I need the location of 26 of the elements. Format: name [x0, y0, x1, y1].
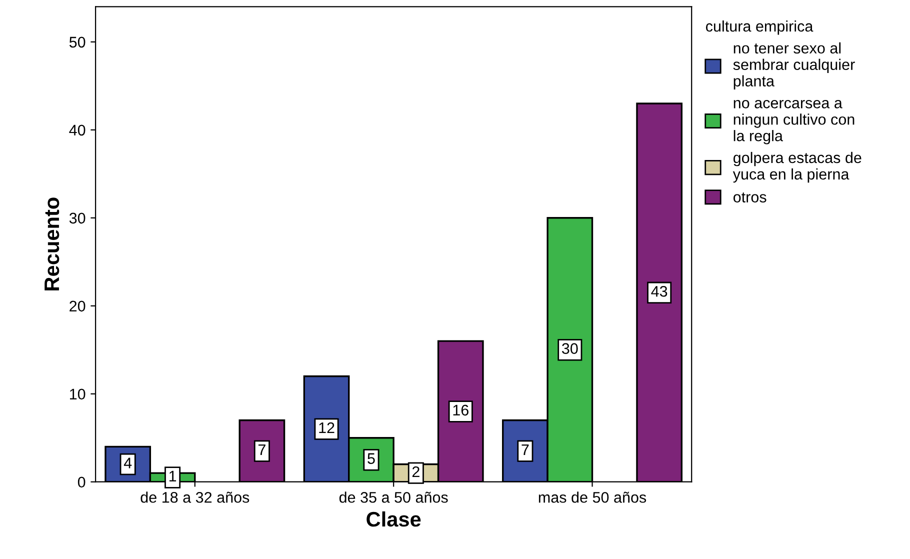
data-label: 5 — [368, 453, 375, 464]
x-tick-label: mas de 50 años — [538, 492, 646, 503]
data-label: 12 — [319, 422, 334, 434]
data-label: 30 — [562, 343, 578, 354]
x-axis-title: Clase — [366, 511, 421, 527]
y-tick-label: 20 — [70, 300, 86, 312]
x-tick-label: de 18 a 32 años — [140, 492, 250, 503]
y-axis-title: Recuento — [44, 198, 60, 290]
y-tick-label: 50 — [69, 36, 86, 48]
data-label: 2 — [412, 466, 420, 478]
data-label: 7 — [522, 444, 529, 456]
x-tick-label: de 35 a 50 años — [339, 492, 448, 503]
y-tick-label: 40 — [69, 124, 86, 136]
data-label: 7 — [258, 444, 266, 456]
legend-title: cultura empirica — [706, 20, 814, 35]
data-label: 16 — [453, 404, 468, 416]
legend-label: no tener sexo al sembrar cualquier planta — [733, 42, 855, 90]
y-tick-label: 10 — [70, 388, 86, 400]
legend-label: no acercarsea a ningun cultivo con la regla — [734, 100, 854, 144]
y-tick-label: 30 — [69, 212, 86, 224]
data-label: 4 — [124, 458, 132, 468]
data-label: 1 — [169, 470, 176, 482]
y-tick-label: 0 — [78, 476, 86, 488]
legend-label: golpera estacas de yuca en la pierna — [732, 152, 862, 183]
data-label: 43 — [651, 286, 668, 297]
legend-label: otros — [733, 192, 766, 202]
